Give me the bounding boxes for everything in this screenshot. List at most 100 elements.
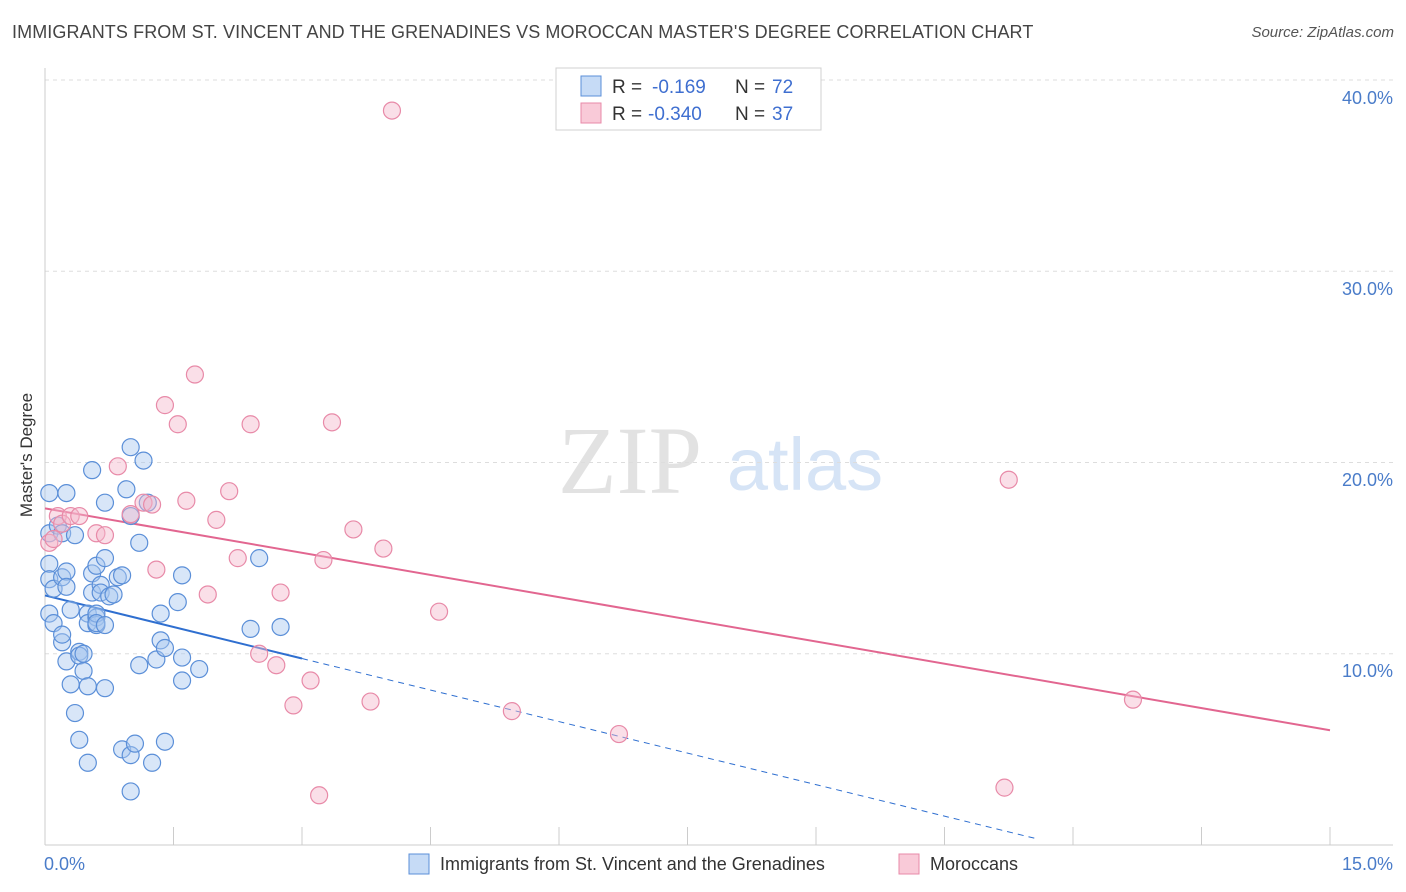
point-pink-5: [70, 506, 89, 526]
point-blue-60: [151, 604, 170, 623]
point-blue-71: [53, 625, 72, 644]
point-pink-18: [207, 510, 226, 529]
point-blue-66: [172, 566, 192, 585]
point-pink-33: [382, 101, 402, 120]
point-blue-11: [57, 484, 76, 503]
point-blue-57: [142, 753, 162, 772]
point-pink-38: [995, 778, 1014, 797]
point-blue-69: [250, 549, 269, 568]
point-pink-17: [198, 585, 217, 604]
y-tick-label-10: 10.0%: [1342, 661, 1393, 681]
point-blue-13: [57, 577, 76, 596]
legend-n-value-pink: 37: [772, 104, 793, 125]
point-blue-17: [65, 703, 85, 723]
point-pink-37: [999, 470, 1018, 489]
point-blue-62: [155, 732, 175, 751]
axis-layer: [44, 68, 1393, 846]
point-blue-21: [70, 730, 89, 749]
point-blue-48: [121, 746, 140, 765]
legend-n-label-pink: N =: [735, 104, 765, 125]
x-tick-label-min: 0.0%: [44, 854, 85, 874]
point-pink-13: [155, 396, 175, 415]
point-pink-26: [301, 671, 320, 690]
point-blue-61: [155, 638, 175, 658]
point-blue-55: [134, 451, 153, 470]
legend-r-value-blue: -0.169: [652, 77, 706, 98]
point-pink-36: [609, 724, 629, 744]
point-pink-12: [147, 560, 166, 579]
point-pink-31: [361, 692, 380, 711]
grid-layer: [45, 79, 1393, 655]
point-blue-38: [95, 549, 115, 568]
point-blue-54: [130, 656, 149, 675]
watermark-atlas: atlas: [727, 423, 883, 506]
trend-line-blue: [44, 594, 303, 660]
chart-title: IMMIGRANTS FROM ST. VINCENT AND THE GREN…: [12, 22, 1034, 42]
legend-n-label-blue: N =: [735, 77, 765, 98]
bottom-legend-label-pink: Moroccans: [930, 854, 1018, 874]
bottom-legend-label-blue: Immigrants from St. Vincent and the Gren…: [440, 854, 825, 874]
trend-line-dashed-blue: [301, 658, 1039, 840]
point-pink-14: [168, 415, 187, 434]
legend-n-value-blue: 72: [772, 77, 793, 98]
bottom-legend-swatch-blue: [408, 853, 430, 875]
point-blue-53: [130, 533, 149, 552]
point-pink-19: [220, 482, 239, 501]
point-pink-20: [228, 549, 247, 568]
point-blue-46: [112, 566, 132, 585]
point-blue-25: [78, 677, 97, 696]
point-pink-30: [344, 520, 363, 539]
watermark-zip: ZIP: [558, 407, 702, 514]
point-pink-24: [271, 583, 290, 602]
point-pink-1: [44, 529, 63, 549]
points-layer: [40, 101, 1143, 805]
point-blue-65: [172, 648, 192, 667]
y-axis-label: Master's Degree: [17, 393, 36, 517]
point-pink-32: [374, 539, 393, 558]
point-blue-41: [95, 679, 115, 698]
point-blue-68: [241, 619, 260, 638]
legend-r-label-blue: R =: [612, 77, 642, 98]
point-blue-27: [78, 753, 97, 772]
point-pink-21: [241, 415, 260, 434]
point-blue-40: [95, 493, 115, 512]
point-blue-52: [125, 734, 145, 753]
y-tick-label-30: 30.0%: [1342, 279, 1393, 299]
point-pink-28: [314, 550, 333, 570]
bottom-legend-swatch-pink: [898, 853, 920, 875]
legend-r-value-pink: -0.340: [648, 104, 702, 125]
legend: R = -0.169 N = 72 R = -0.340 N = 37: [555, 67, 822, 131]
point-blue-16: [61, 675, 80, 694]
point-blue-4: [40, 604, 59, 623]
point-pink-34: [429, 602, 449, 621]
chart-source: Source: ZipAtlas.com: [1251, 24, 1394, 41]
point-pink-8: [108, 457, 127, 476]
point-blue-22: [74, 661, 93, 681]
point-blue-2: [40, 554, 59, 573]
point-pink-11: [142, 495, 162, 514]
point-blue-12: [57, 562, 76, 581]
point-pink-23: [267, 656, 286, 675]
legend-r-label-pink: R =: [612, 104, 642, 125]
point-blue-63: [168, 593, 187, 612]
point-pink-25: [284, 696, 303, 715]
point-pink-27: [310, 786, 329, 805]
trend-line-pink: [44, 507, 1331, 732]
legend-swatch-pink: [580, 102, 602, 124]
point-pink-9: [121, 505, 140, 524]
point-pink-22: [250, 644, 269, 663]
point-pink-7: [95, 526, 115, 545]
point-pink-35: [502, 702, 521, 721]
point-blue-50: [121, 782, 140, 801]
bottom-legend: Immigrants from St. Vincent and the Gren…: [408, 853, 1018, 875]
y-tick-label-40: 40.0%: [1342, 88, 1393, 108]
point-blue-10: [53, 633, 72, 652]
point-blue-28: [83, 461, 102, 480]
point-blue-39: [95, 615, 115, 635]
point-blue-23: [74, 644, 93, 663]
point-blue-64: [172, 671, 192, 690]
legend-swatch-blue: [580, 75, 602, 97]
point-blue-18: [65, 526, 85, 545]
point-blue-0: [40, 484, 59, 503]
